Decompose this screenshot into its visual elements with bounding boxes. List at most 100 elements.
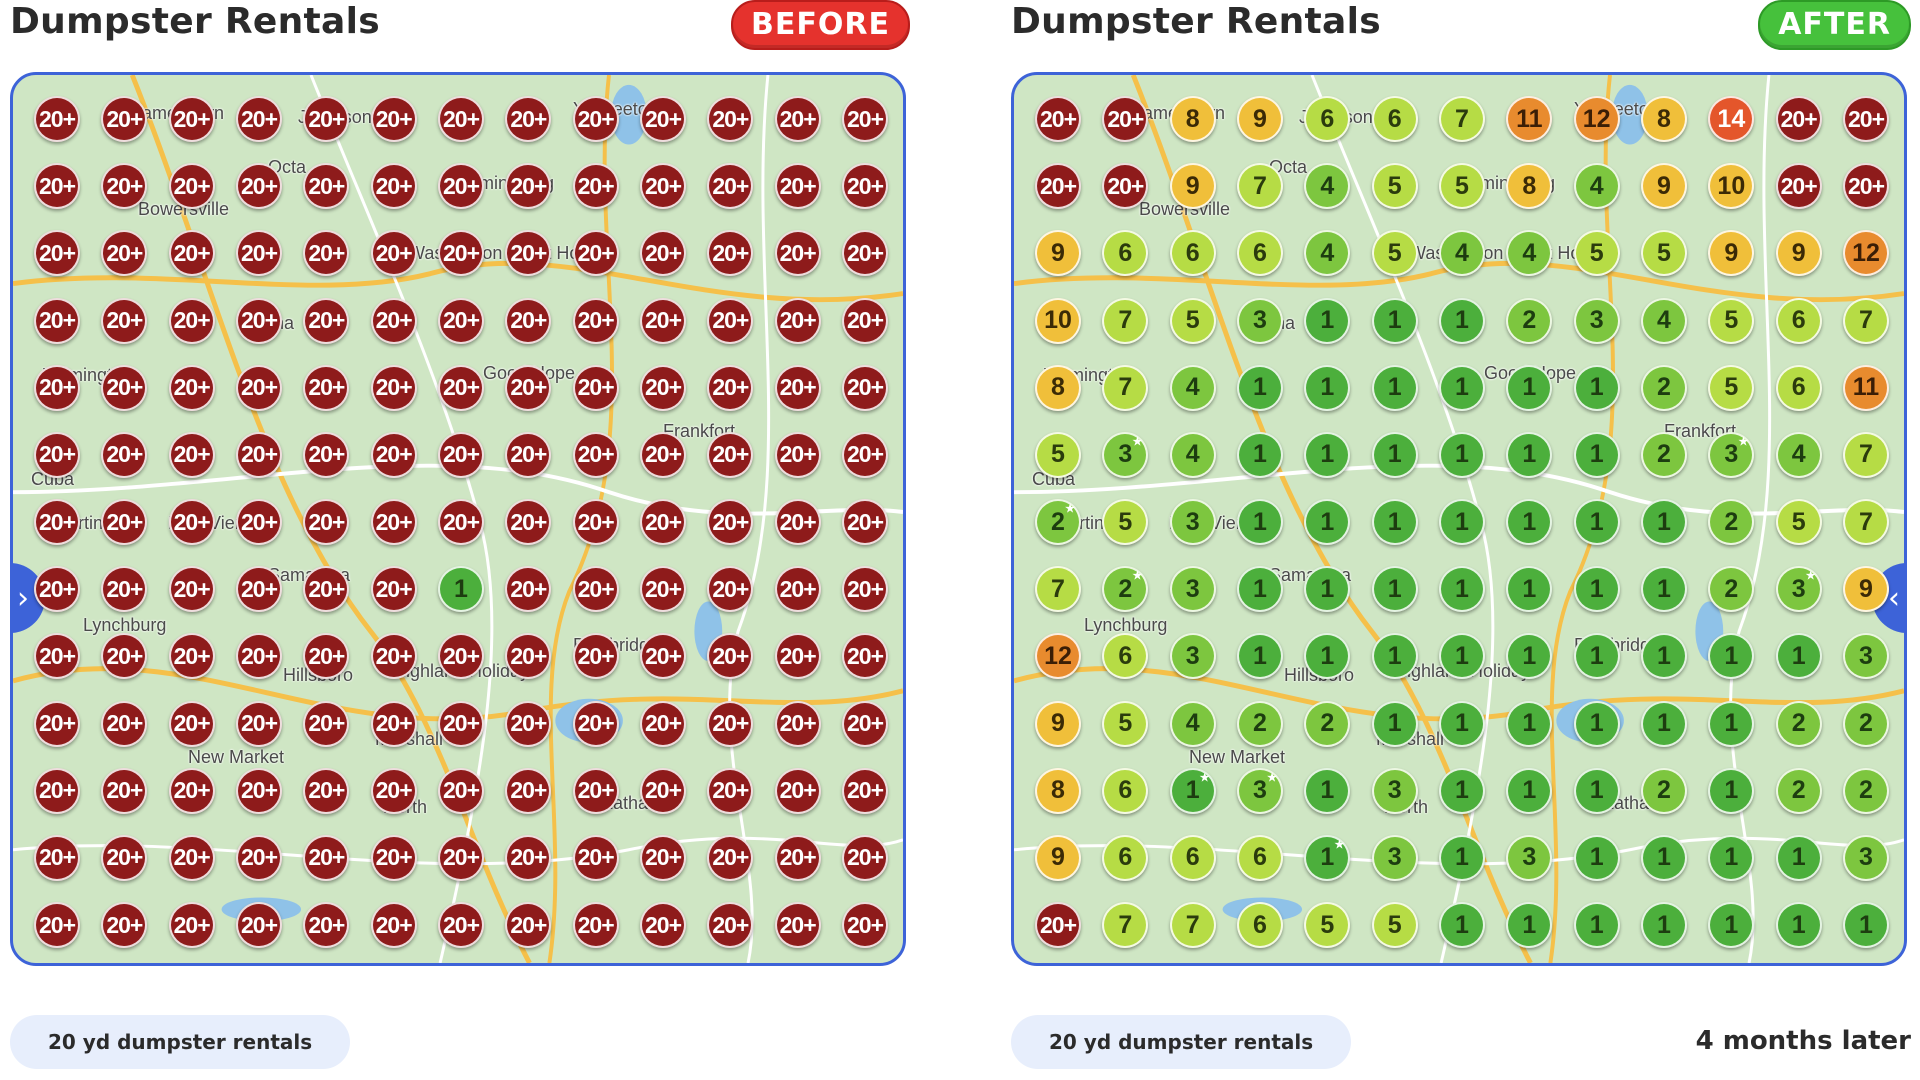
rank-marker[interactable]: 2	[1035, 499, 1081, 545]
rank-marker[interactable]: 1	[1439, 364, 1485, 411]
rank-marker[interactable]: 20+	[505, 297, 552, 344]
rank-marker[interactable]: 20+	[707, 633, 754, 680]
rank-marker[interactable]: 1	[1708, 633, 1755, 680]
rank-marker[interactable]: 1	[1708, 834, 1755, 881]
rank-marker[interactable]: 20+	[34, 834, 80, 881]
rank-marker[interactable]: 6	[1237, 834, 1283, 881]
rank-marker[interactable]: 7	[1102, 902, 1149, 948]
rank-marker[interactable]: 20+	[236, 297, 282, 344]
rank-marker[interactable]: 1	[1843, 902, 1889, 948]
rank-marker[interactable]: 20+	[842, 230, 888, 277]
rank-marker[interactable]: 20+	[640, 566, 686, 613]
rank-marker[interactable]: 3	[1237, 297, 1283, 344]
rank-marker[interactable]: 1	[1237, 566, 1283, 613]
rank-marker[interactable]: 5	[1641, 230, 1687, 277]
rank-marker[interactable]: 20+	[101, 499, 148, 545]
rank-marker[interactable]: 20+	[236, 431, 282, 478]
rank-marker[interactable]: 1	[1169, 767, 1216, 814]
rank-marker[interactable]: 20+	[101, 633, 148, 680]
rank-marker[interactable]: 9	[1035, 230, 1081, 277]
rank-marker[interactable]: 1	[1641, 499, 1687, 545]
rank-marker[interactable]: 20+	[572, 834, 619, 881]
rank-marker[interactable]: 1	[1304, 364, 1351, 411]
rank-marker[interactable]: 7	[1169, 902, 1216, 948]
rank-marker[interactable]: 20+	[842, 566, 888, 613]
rank-marker[interactable]: 20+	[707, 767, 754, 814]
rank-marker[interactable]: 20+	[303, 902, 350, 948]
rank-marker[interactable]: 4	[1573, 163, 1620, 210]
rank-marker[interactable]: 20+	[168, 96, 215, 142]
rank-marker[interactable]: 2	[1102, 566, 1149, 613]
rank-marker[interactable]: 20+	[236, 902, 282, 948]
rank-marker[interactable]: 20+	[303, 364, 350, 411]
rank-marker[interactable]: 20+	[505, 230, 552, 277]
rank-marker[interactable]: 1	[1573, 499, 1620, 545]
rank-marker[interactable]: 1	[1439, 767, 1485, 814]
rank-marker[interactable]: 20+	[640, 767, 686, 814]
rank-marker[interactable]: 20+	[168, 364, 215, 411]
rank-marker[interactable]: 3	[1169, 499, 1216, 545]
rank-marker[interactable]: 5	[1169, 297, 1216, 344]
rank-marker[interactable]: 20+	[34, 163, 80, 210]
rank-marker[interactable]: 20+	[842, 431, 888, 478]
rank-marker[interactable]: 1	[1641, 834, 1687, 881]
rank-marker[interactable]: 5	[1371, 230, 1418, 277]
rank-marker[interactable]: 1	[1506, 364, 1553, 411]
rank-marker[interactable]: 5	[1035, 431, 1081, 478]
rank-marker[interactable]: 20+	[707, 230, 754, 277]
rank-marker[interactable]: 20+	[370, 902, 417, 948]
rank-marker[interactable]: 20+	[34, 431, 80, 478]
rank-marker[interactable]: 20+	[370, 364, 417, 411]
rank-marker[interactable]: 20+	[505, 700, 552, 747]
rank-marker[interactable]: 1	[1439, 902, 1485, 948]
rank-marker[interactable]: 20+	[707, 566, 754, 613]
rank-marker[interactable]: 7	[1843, 297, 1889, 344]
rank-marker[interactable]: 4	[1169, 700, 1216, 747]
rank-marker[interactable]: 20+	[1775, 96, 1822, 142]
rank-marker[interactable]: 20+	[438, 364, 484, 411]
rank-marker[interactable]: 2	[1775, 767, 1822, 814]
rank-marker[interactable]: 20+	[707, 297, 754, 344]
rank-marker[interactable]: 20+	[640, 230, 686, 277]
rank-marker[interactable]: 8	[1169, 96, 1216, 142]
rank-marker[interactable]: 20+	[505, 834, 552, 881]
rank-marker[interactable]: 20+	[774, 902, 821, 948]
rank-marker[interactable]: 20+	[707, 364, 754, 411]
rank-marker[interactable]: 1	[1641, 902, 1687, 948]
rank-marker[interactable]: 1	[1573, 566, 1620, 613]
rank-marker[interactable]: 20+	[572, 633, 619, 680]
rank-marker[interactable]: 20+	[34, 902, 80, 948]
rank-marker[interactable]: 1	[1641, 566, 1687, 613]
rank-marker[interactable]: 1	[1506, 431, 1553, 478]
rank-marker[interactable]: 20+	[774, 499, 821, 545]
rank-marker[interactable]: 3	[1708, 431, 1755, 478]
rank-marker[interactable]: 1	[1371, 633, 1418, 680]
rank-marker[interactable]: 1	[1371, 499, 1418, 545]
rank-marker[interactable]: 20+	[34, 499, 80, 545]
rank-marker[interactable]: 20+	[236, 96, 282, 142]
rank-marker[interactable]: 20+	[842, 902, 888, 948]
rank-marker[interactable]: 20+	[774, 566, 821, 613]
rank-marker[interactable]: 2	[1843, 767, 1889, 814]
rank-marker[interactable]: 20+	[168, 230, 215, 277]
rank-marker[interactable]: 20+	[101, 431, 148, 478]
rank-marker[interactable]: 20+	[774, 767, 821, 814]
rank-marker[interactable]: 9	[1641, 163, 1687, 210]
rank-marker[interactable]: 11	[1506, 96, 1553, 142]
rank-marker[interactable]: 20+	[1102, 163, 1149, 210]
rank-marker[interactable]: 6	[1775, 297, 1822, 344]
rank-marker[interactable]: 20+	[640, 633, 686, 680]
rank-marker[interactable]: 20+	[236, 834, 282, 881]
rank-marker[interactable]: 20+	[370, 767, 417, 814]
rank-marker[interactable]: 10	[1708, 163, 1755, 210]
rank-marker[interactable]: 9	[1237, 96, 1283, 142]
rank-marker[interactable]: 20+	[842, 700, 888, 747]
rank-marker[interactable]: 20+	[101, 364, 148, 411]
rank-marker[interactable]: 1	[1573, 767, 1620, 814]
rank-marker[interactable]: 1	[1439, 834, 1485, 881]
rank-marker[interactable]: 6	[1371, 96, 1418, 142]
rank-marker[interactable]: 20+	[572, 431, 619, 478]
rank-marker[interactable]: 2	[1708, 499, 1755, 545]
rank-marker[interactable]: 20+	[707, 834, 754, 881]
rank-marker[interactable]: 5	[1708, 297, 1755, 344]
